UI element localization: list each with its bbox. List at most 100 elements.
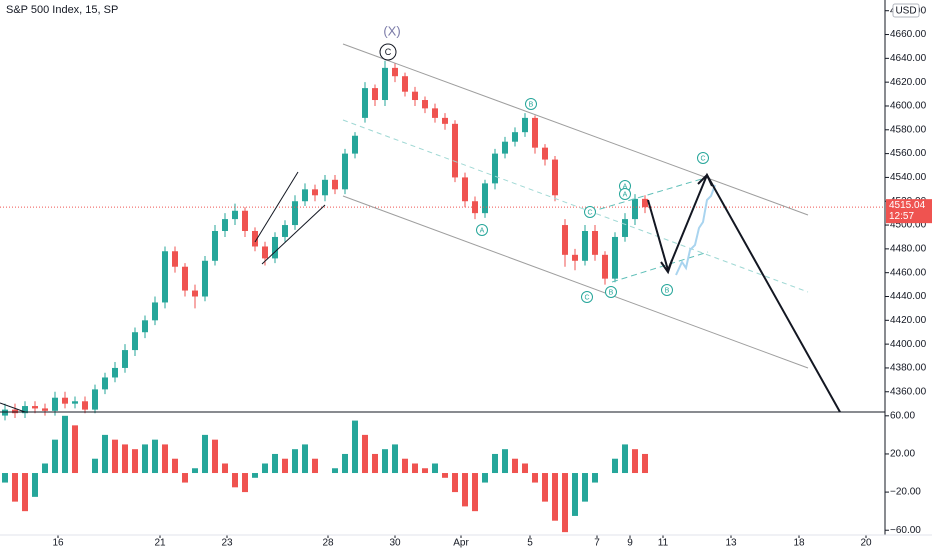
histogram-bar bbox=[532, 473, 538, 483]
histogram-bar bbox=[552, 473, 558, 521]
histogram-bar bbox=[112, 439, 118, 474]
y-tick-label: 4480.00 bbox=[890, 244, 927, 255]
wave-circle bbox=[697, 152, 709, 164]
candle-body bbox=[132, 332, 138, 351]
chart-title: S&P 500 Index, 15, SP bbox=[6, 4, 118, 16]
histogram-bar bbox=[232, 473, 238, 488]
histogram-bar bbox=[212, 439, 218, 474]
candle-body bbox=[42, 408, 48, 411]
flag-line bbox=[254, 171, 299, 243]
histogram-bar bbox=[272, 453, 278, 474]
candle-body bbox=[612, 236, 618, 279]
histogram-bar bbox=[192, 468, 198, 474]
histogram-bar bbox=[492, 453, 498, 474]
histogram-bar bbox=[152, 439, 158, 474]
wave-circle bbox=[379, 43, 397, 61]
y-tick-label: 4500.00 bbox=[890, 220, 927, 231]
candle-body bbox=[622, 219, 628, 237]
channel-top bbox=[342, 43, 809, 216]
y-tick-label: 4360.00 bbox=[890, 386, 927, 397]
y-tick-label: 4440.00 bbox=[890, 291, 927, 302]
y-tick-label: −60.00 bbox=[890, 525, 921, 536]
candle-body bbox=[362, 88, 368, 118]
histogram-bar bbox=[412, 463, 418, 474]
x-tick-label: 13 bbox=[725, 538, 737, 549]
histogram-bar bbox=[402, 458, 408, 474]
wave-label: B bbox=[609, 289, 614, 296]
candle-body bbox=[292, 201, 298, 226]
histogram-bar bbox=[572, 473, 578, 516]
candle-body bbox=[632, 198, 638, 220]
currency-label: USD bbox=[895, 6, 916, 17]
wave-circle bbox=[581, 291, 593, 303]
candle-body bbox=[312, 189, 318, 196]
candle-body bbox=[342, 153, 348, 190]
y-tick-label: 4460.00 bbox=[890, 267, 927, 278]
histogram-bar bbox=[632, 449, 638, 474]
candle-body bbox=[152, 302, 158, 321]
histogram-bar bbox=[582, 473, 588, 502]
candle-body bbox=[562, 225, 568, 255]
wave-label: C bbox=[700, 155, 705, 162]
x-tick-label: Apr bbox=[453, 538, 469, 549]
wave-label: B bbox=[665, 287, 670, 294]
candle-body bbox=[502, 141, 508, 154]
x-tick-label: 30 bbox=[389, 538, 401, 549]
y-tick-label: 20.00 bbox=[890, 449, 915, 460]
histogram-bar bbox=[502, 449, 508, 474]
candle-body bbox=[602, 254, 608, 279]
histogram-bar bbox=[162, 444, 168, 474]
histogram-bar bbox=[12, 473, 18, 502]
candle-body bbox=[322, 179, 328, 196]
candle-body bbox=[232, 210, 238, 220]
x-tick-label: 11 bbox=[658, 538, 669, 549]
candle-body bbox=[402, 76, 408, 92]
histogram-bar bbox=[172, 458, 178, 474]
histogram-bar bbox=[292, 449, 298, 474]
candle-body bbox=[222, 219, 228, 232]
histogram-bar bbox=[32, 473, 38, 497]
x-tick-label: 7 bbox=[594, 538, 600, 549]
candle-body bbox=[302, 189, 308, 202]
candle-body bbox=[482, 183, 488, 214]
wave-arrow bbox=[647, 199, 669, 271]
wave-label: C bbox=[584, 294, 589, 301]
candle-body bbox=[172, 251, 178, 267]
x-tick-label: 21 bbox=[154, 538, 166, 549]
candle-body bbox=[412, 91, 418, 101]
candle-body bbox=[582, 231, 588, 261]
histogram-bar bbox=[42, 463, 48, 474]
candle-body bbox=[182, 266, 188, 291]
histogram-bar bbox=[482, 473, 488, 483]
histogram-bar bbox=[612, 458, 618, 474]
x-tick-label: 9 bbox=[627, 538, 633, 549]
histogram-bar bbox=[72, 425, 78, 474]
candle-body bbox=[492, 153, 498, 184]
histogram-bar bbox=[132, 449, 138, 474]
candle-body bbox=[462, 177, 468, 202]
x-tick-label: 28 bbox=[322, 538, 334, 549]
candle-body bbox=[352, 135, 358, 154]
histogram-bar bbox=[92, 458, 98, 474]
candle-body bbox=[372, 88, 378, 101]
candle-body bbox=[592, 231, 598, 255]
y-tick-label: −20.00 bbox=[890, 487, 921, 498]
candle-body bbox=[252, 231, 258, 247]
histogram-bar bbox=[512, 458, 518, 474]
histogram-bar bbox=[452, 473, 458, 493]
wave-label: B bbox=[529, 101, 534, 108]
candle-body bbox=[332, 179, 338, 190]
histogram-bar bbox=[242, 473, 248, 493]
candle-body bbox=[12, 409, 18, 414]
candle-body bbox=[382, 67, 388, 101]
histogram-bar bbox=[332, 468, 338, 474]
histogram-bar bbox=[522, 463, 528, 474]
candle-body bbox=[542, 147, 548, 160]
candle-body bbox=[52, 397, 58, 411]
price-badge bbox=[886, 199, 932, 224]
currency-badge bbox=[892, 3, 920, 18]
histogram-bar bbox=[542, 473, 548, 502]
wave-circle bbox=[525, 98, 537, 110]
histogram-bar bbox=[382, 449, 388, 474]
wave-label: (X) bbox=[383, 23, 400, 38]
